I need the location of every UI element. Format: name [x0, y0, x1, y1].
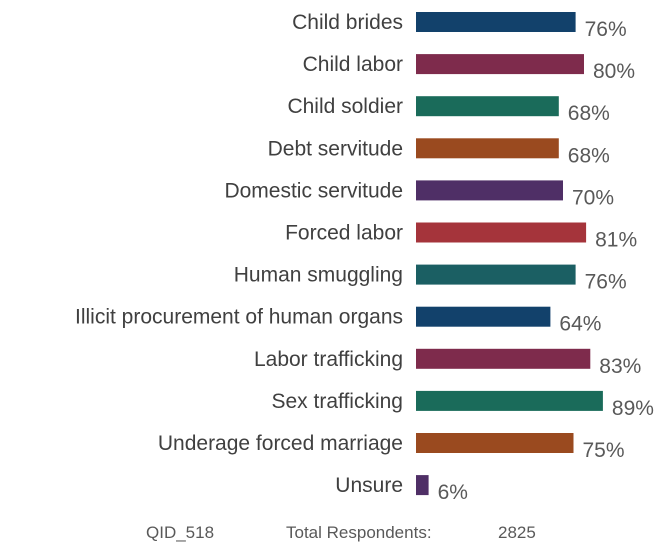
bar — [416, 222, 587, 243]
category-label: Child soldier — [287, 95, 403, 118]
data-label: 68% — [568, 144, 610, 167]
data-label: 76% — [585, 271, 627, 294]
data-label: 6% — [438, 481, 468, 504]
category-label: Unsure — [335, 474, 403, 497]
bar-chart: Child brides 76% Child labor 80% Child soldi… — [75, 11, 654, 504]
bar — [416, 306, 551, 327]
data-label: 68% — [568, 102, 610, 125]
question-id: QID_518 — [146, 523, 215, 542]
total-respondents-count: 2825 — [498, 523, 536, 542]
bar — [416, 348, 591, 369]
category-label: Forced labor — [285, 222, 403, 245]
bar — [416, 138, 559, 159]
bar — [416, 475, 429, 496]
bar — [416, 180, 563, 201]
data-label: 70% — [572, 186, 614, 209]
category-label: Child brides — [292, 11, 403, 34]
bar — [416, 433, 574, 453]
data-label: 76% — [585, 18, 627, 41]
category-label: Domestic servitude — [224, 179, 403, 202]
total-respondents-label: Total Respondents: — [286, 523, 432, 542]
bar — [416, 264, 576, 285]
data-label: 75% — [583, 439, 625, 462]
category-label: Labor trafficking — [254, 348, 403, 371]
data-label: 81% — [595, 229, 637, 252]
bar — [416, 12, 576, 32]
data-label: 64% — [559, 313, 601, 336]
data-label: 80% — [593, 60, 635, 83]
data-label: 89% — [612, 397, 654, 420]
bar — [416, 390, 603, 411]
category-label: Human smuggling — [234, 264, 403, 287]
data-label: 83% — [599, 355, 641, 378]
bar — [416, 54, 584, 75]
category-label: Sex trafficking — [271, 390, 403, 413]
category-label: Debt servitude — [268, 137, 403, 160]
category-label: Illicit procurement of human organs — [75, 306, 403, 329]
bar — [416, 96, 559, 117]
category-label: Underage forced marriage — [158, 432, 403, 455]
category-label: Child labor — [303, 53, 403, 76]
